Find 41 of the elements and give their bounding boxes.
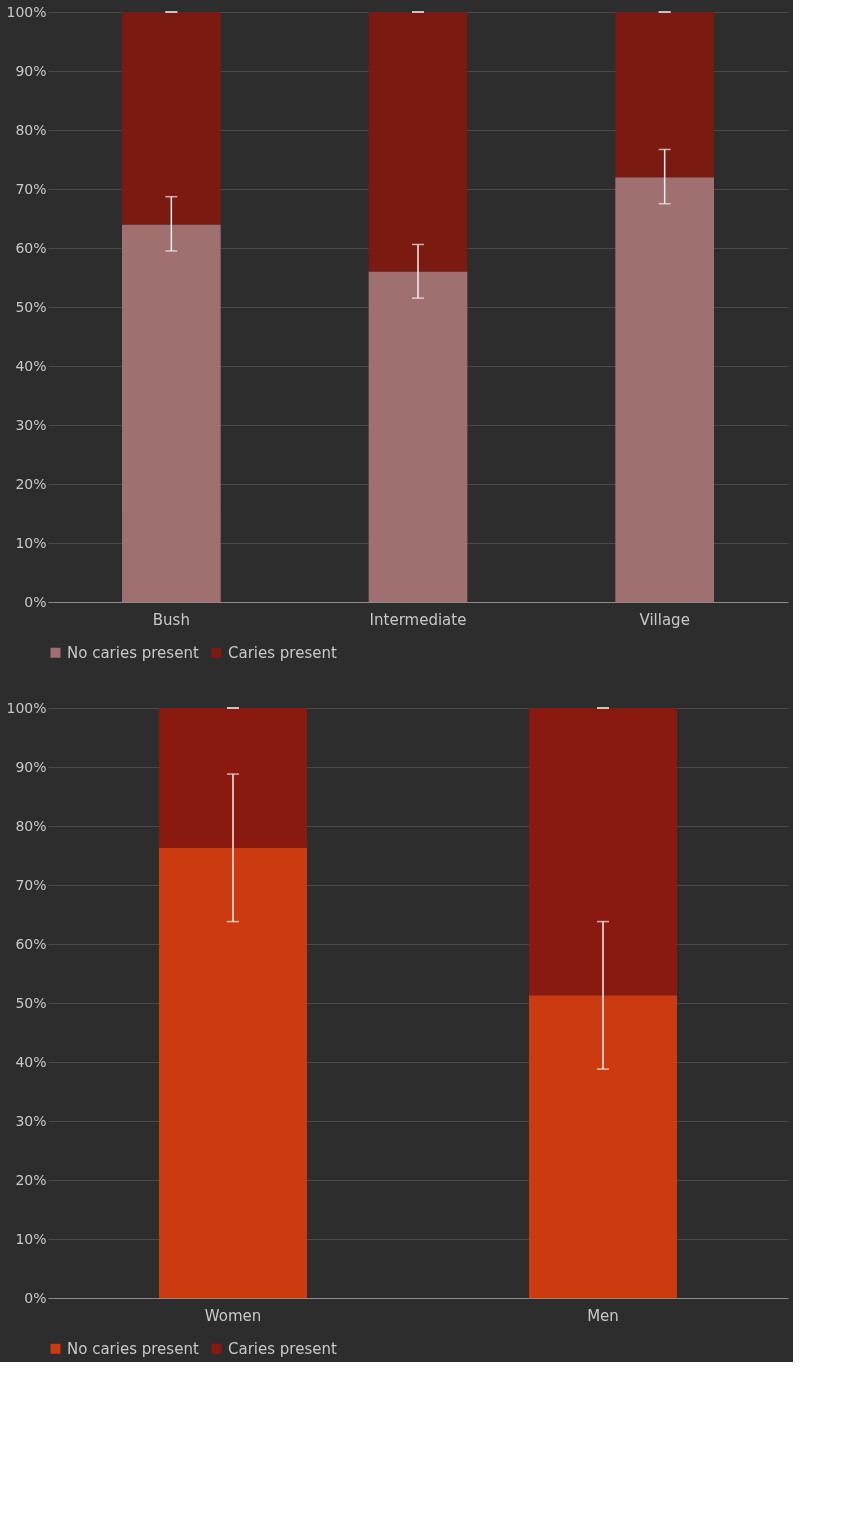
legend-label: No caries present bbox=[67, 643, 199, 662]
y-tick-label: 10% bbox=[15, 1230, 47, 1247]
legend-label: No caries present bbox=[67, 1339, 199, 1358]
y-tick-label: 100% bbox=[6, 3, 47, 20]
y-tick-label: 30% bbox=[15, 1112, 47, 1129]
y-tick-label: 40% bbox=[15, 357, 47, 374]
y-tick-label: 20% bbox=[15, 475, 47, 492]
y-tick-label: 20% bbox=[15, 1171, 47, 1188]
bar bbox=[529, 708, 677, 996]
x-tick-label: Village bbox=[639, 610, 690, 629]
bar bbox=[615, 12, 714, 178]
y-tick-label: 80% bbox=[15, 817, 47, 834]
legend-label: Caries present bbox=[228, 1339, 337, 1358]
y-tick-label: 100% bbox=[6, 699, 47, 716]
bar bbox=[159, 847, 307, 1298]
y-tick-label: 60% bbox=[15, 239, 47, 256]
bar bbox=[368, 271, 468, 602]
y-tick-label: 50% bbox=[15, 994, 47, 1011]
x-tick-label: Intermediate bbox=[369, 610, 467, 629]
y-tick-label: 40% bbox=[15, 1053, 47, 1070]
y-tick-label: 0% bbox=[24, 1289, 47, 1306]
legend-label: Caries present bbox=[228, 643, 337, 662]
y-tick-label: 0% bbox=[24, 593, 47, 610]
x-tick-label: Bush bbox=[152, 610, 190, 629]
y-tick-label: 60% bbox=[15, 935, 47, 952]
x-tick-label: Women bbox=[204, 1306, 262, 1325]
y-tick-label: 70% bbox=[15, 876, 47, 893]
y-tick-label: 70% bbox=[15, 180, 47, 197]
bar bbox=[529, 995, 677, 1298]
x-tick-label: Men bbox=[587, 1306, 619, 1325]
y-tick-label: 90% bbox=[15, 62, 47, 79]
y-tick-label: 50% bbox=[15, 298, 47, 315]
y-tick-label: 80% bbox=[15, 121, 47, 138]
bar bbox=[122, 12, 221, 225]
y-tick-label: 10% bbox=[15, 534, 47, 551]
bar bbox=[122, 224, 221, 602]
y-tick-label: 30% bbox=[15, 416, 47, 433]
bar bbox=[615, 177, 714, 602]
bar bbox=[368, 12, 468, 272]
y-tick-label: 90% bbox=[15, 758, 47, 775]
bar bbox=[159, 708, 307, 848]
